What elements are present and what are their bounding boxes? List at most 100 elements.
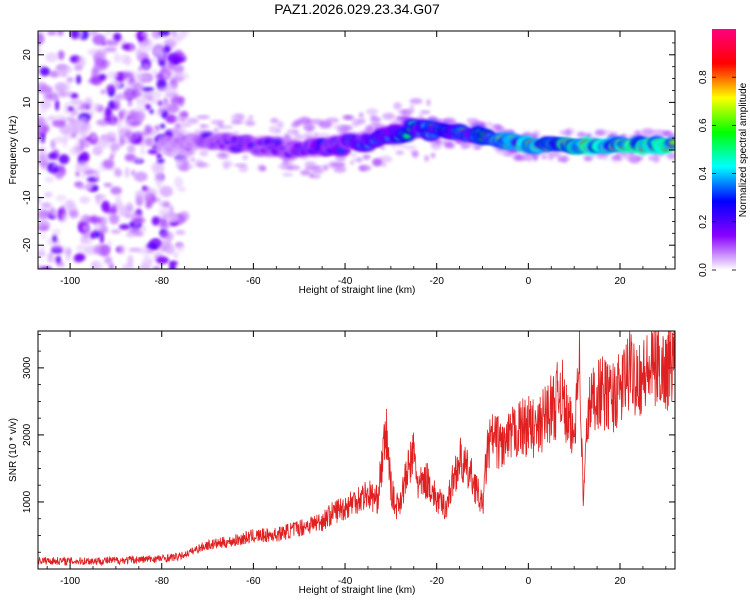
noise-blob xyxy=(109,154,114,160)
noise-blob xyxy=(118,224,131,230)
halo-blob xyxy=(442,117,457,126)
noise-blob xyxy=(110,186,122,195)
noise-blob xyxy=(45,52,58,63)
noise-blob xyxy=(58,154,70,165)
noise-blob xyxy=(175,229,186,235)
halo-blob xyxy=(455,138,463,144)
spectrogram-ylabel: Frequency (Hz) xyxy=(8,116,19,185)
noise-blob xyxy=(51,244,62,253)
halo-blob xyxy=(222,160,233,168)
noise-blob xyxy=(38,44,42,55)
snr-series-line xyxy=(38,331,675,567)
noise-blob xyxy=(81,173,86,179)
halo-blob xyxy=(444,142,456,149)
noise-blob xyxy=(92,103,101,112)
noise-blob xyxy=(57,50,65,61)
noise-blob xyxy=(176,242,185,253)
noise-blob xyxy=(172,56,185,63)
noise-blob xyxy=(100,89,107,95)
noise-blob xyxy=(149,109,154,115)
noise-blob xyxy=(51,209,59,219)
noise-blob xyxy=(133,231,144,237)
spectrogram-xtick-label: -60 xyxy=(246,276,261,287)
noise-blob xyxy=(126,201,133,211)
noise-blob xyxy=(115,194,122,206)
noise-blob xyxy=(39,219,51,231)
spectrogram-xtick-label: -100 xyxy=(60,276,80,287)
halo-blob xyxy=(189,157,196,163)
noise-blob xyxy=(112,142,117,150)
halo-blob xyxy=(286,165,301,171)
noise-blob xyxy=(76,160,90,173)
halo-blob xyxy=(313,132,320,138)
noise-blob xyxy=(119,72,134,79)
noise-blob xyxy=(79,138,85,151)
noise-blob xyxy=(81,224,90,231)
spectrogram-ytick-label: -10 xyxy=(22,190,33,205)
noise-blob xyxy=(126,144,136,154)
noise-blob xyxy=(76,74,82,85)
halo-blob xyxy=(563,157,571,161)
halo-blob xyxy=(317,133,330,138)
noise-blob xyxy=(110,203,118,214)
noise-blob xyxy=(55,194,67,202)
noise-blob xyxy=(171,31,177,37)
noise-blob xyxy=(125,232,136,238)
ridge-blob xyxy=(402,132,412,139)
halo-blob xyxy=(474,145,482,150)
halo-blob xyxy=(187,164,195,169)
spectrogram-blobs xyxy=(38,31,675,269)
noise-blob xyxy=(54,99,60,111)
halo-blob xyxy=(522,132,533,138)
noise-blob xyxy=(109,114,116,126)
noise-blob xyxy=(70,98,83,106)
halo-blob xyxy=(304,164,316,171)
halo-blob xyxy=(182,160,189,166)
halo-blob xyxy=(343,115,355,120)
noise-blob xyxy=(145,136,154,147)
noise-blob xyxy=(158,51,166,61)
noise-blob xyxy=(153,42,165,54)
noise-blob xyxy=(142,62,151,71)
noise-blob xyxy=(151,216,160,226)
noise-blob xyxy=(109,213,120,225)
noise-blob xyxy=(52,228,61,236)
halo-blob xyxy=(276,129,281,133)
colorbar-gradient xyxy=(712,29,736,270)
noise-blob xyxy=(92,185,99,191)
noise-blob xyxy=(75,56,86,68)
noise-blob xyxy=(178,211,190,222)
noise-blob xyxy=(44,191,53,198)
colorbar: 0.0 0.2 0.4 0.6 0.8 Normalized spectral ampl… xyxy=(698,29,749,277)
noise-blob xyxy=(156,256,169,264)
noise-blob xyxy=(54,82,68,93)
noise-blob xyxy=(63,102,72,115)
halo-blob xyxy=(666,152,675,160)
halo-blob xyxy=(485,121,493,127)
noise-blob xyxy=(117,244,127,255)
noise-blob xyxy=(104,245,111,251)
noise-blob xyxy=(174,176,184,189)
halo-blob xyxy=(328,161,337,168)
halo-blob xyxy=(541,154,547,160)
halo-blob xyxy=(350,161,355,165)
noise-blob xyxy=(75,120,87,128)
halo-blob xyxy=(557,154,562,162)
noise-blob xyxy=(173,64,185,74)
noise-blob xyxy=(89,31,99,36)
noise-blob xyxy=(159,185,173,198)
noise-blob xyxy=(93,244,108,256)
halo-blob xyxy=(549,152,560,157)
noise-blob xyxy=(89,75,101,85)
noise-blob xyxy=(69,210,79,219)
noise-blob xyxy=(106,84,115,92)
halo-blob xyxy=(662,132,675,137)
halo-blob xyxy=(362,154,371,160)
noise-blob xyxy=(72,109,79,116)
spectrogram-ytick-label: 20 xyxy=(22,49,33,61)
noise-blob xyxy=(59,124,74,135)
halo-blob xyxy=(298,116,312,125)
noise-blob xyxy=(89,216,97,222)
halo-blob xyxy=(357,118,366,125)
